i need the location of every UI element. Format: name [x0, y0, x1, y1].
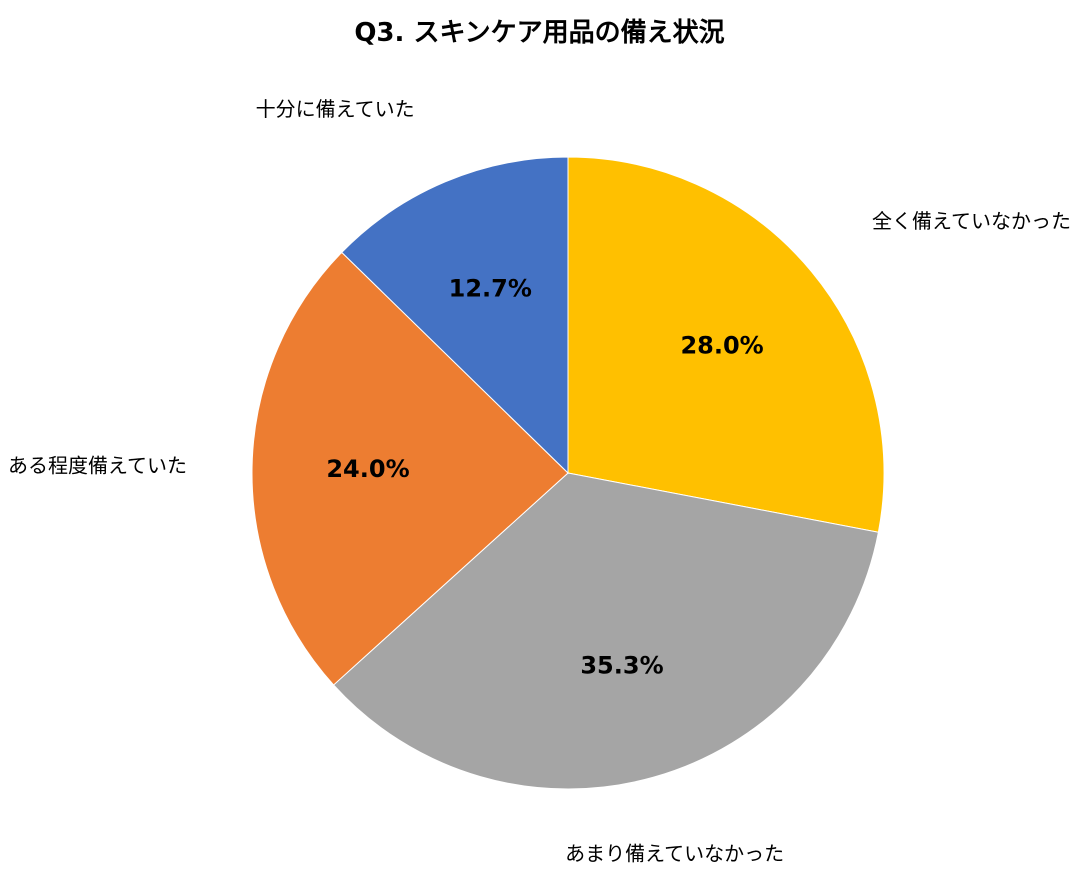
pie-slice-2-value-label: 24.0%: [326, 455, 409, 483]
pie-slice-2: [251, 251, 569, 686]
chart-title: Q3. スキンケア用品の備え状況: [354, 18, 725, 48]
pie-slice-1-category-label: あまり備えていなかった: [565, 841, 784, 865]
pie-slice-1: [332, 472, 879, 790]
pie-slice-3-category-label: 十分に備えていた: [256, 97, 415, 121]
pie-slice-3-value-label: 12.7%: [449, 275, 532, 303]
pie-slice-0-value-label: 28.0%: [680, 332, 763, 360]
pie-slice-0: [567, 156, 885, 533]
pie-slice-1-value-label: 35.3%: [580, 652, 663, 680]
pie-slice-3: [341, 156, 569, 475]
pie-slice-0-category-label: 全く備えていなかった: [872, 209, 1071, 233]
pie-slice-2-category-label: ある程度備えていた: [8, 454, 187, 478]
